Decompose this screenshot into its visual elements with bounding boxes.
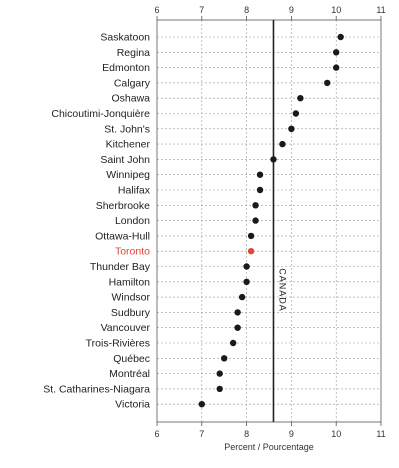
- data-point: [279, 140, 286, 148]
- category-label: Trois-Rivières: [86, 338, 150, 350]
- data-point: [292, 110, 300, 117]
- category-label: Windsor: [111, 292, 150, 304]
- category-label: St. John's: [104, 123, 150, 135]
- data-point: [234, 324, 241, 331]
- category-label: Halifax: [118, 185, 151, 197]
- data-point: [252, 202, 259, 209]
- grid-lines: [157, 20, 381, 422]
- data-point: [337, 33, 344, 41]
- data-point: [216, 385, 223, 393]
- data-point: [297, 95, 304, 102]
- data-point: [238, 293, 246, 301]
- data-point: [256, 186, 264, 194]
- tick-label-bottom-8: 8: [244, 429, 249, 439]
- data-point: [270, 156, 277, 163]
- tick-label-top-10: 10: [331, 5, 341, 15]
- category-label: Québec: [113, 353, 150, 365]
- data-point: [221, 355, 228, 362]
- category-label: Montréal: [109, 368, 150, 380]
- data-point: [256, 171, 264, 178]
- data-point: [247, 248, 255, 255]
- category-label: Kitchener: [106, 139, 151, 151]
- data-point: [216, 370, 223, 377]
- x-axis-title: Percent / Pourcentage: [224, 442, 314, 452]
- category-label: St. Catharines-Niagara: [43, 383, 150, 395]
- category-label: Sherbrooke: [96, 200, 150, 212]
- category-label: Oshawa: [111, 93, 150, 105]
- plot-frame: [156, 19, 382, 423]
- category-label: Saint John: [100, 154, 150, 166]
- tick-label-bottom-7: 7: [199, 429, 204, 439]
- category-label: Regina: [117, 47, 150, 59]
- data-point: [333, 64, 340, 71]
- data-points: [198, 33, 344, 408]
- data-point: [234, 309, 241, 316]
- category-label: Calgary: [114, 77, 151, 89]
- tick-label-bottom-6: 6: [154, 429, 159, 439]
- tick-label-top-6: 6: [154, 5, 159, 15]
- tick-label-top-11: 11: [376, 5, 385, 15]
- category-label: Edmonton: [102, 62, 150, 74]
- tick-label-top-9: 9: [289, 5, 294, 15]
- tick-label-top-8: 8: [244, 5, 249, 15]
- data-point: [324, 79, 331, 87]
- category-label: Saskatoon: [100, 32, 150, 44]
- data-point: [198, 401, 205, 408]
- category-labels: Saskatoon Regina Edmonton Calgary Oshawa Chic…: [43, 32, 151, 411]
- tick-label-bottom-10: 10: [331, 429, 341, 439]
- category-label: Ottawa-Hull: [95, 230, 150, 242]
- tick-label-bottom-11: 11: [376, 429, 385, 439]
- reference-line-group: CANADA: [272, 20, 287, 422]
- data-point: [243, 278, 250, 285]
- category-label: Hamilton: [109, 276, 151, 288]
- data-point: [243, 263, 250, 270]
- category-label: Toronto: [115, 246, 150, 258]
- data-point: [247, 232, 255, 240]
- category-label: Chicoutimi-Jonquière: [51, 108, 150, 120]
- category-label: Victoria: [115, 399, 150, 411]
- category-label: Thunder Bay: [90, 261, 151, 273]
- category-label: Winnipeg: [106, 169, 150, 181]
- x-axis-ticks: 6 6 7 7 8 8 9 9 10 10 11 11: [154, 5, 385, 439]
- canada-reference-label: CANADA: [277, 268, 287, 312]
- data-point: [229, 339, 237, 347]
- category-label: Vancouver: [101, 322, 151, 334]
- tick-label-top-7: 7: [199, 5, 204, 15]
- tick-label-bottom-9: 9: [289, 429, 294, 439]
- category-label: Sudbury: [111, 307, 151, 319]
- data-point: [333, 49, 340, 56]
- data-point: [288, 125, 295, 132]
- data-point: [252, 217, 259, 224]
- category-label: London: [115, 215, 150, 227]
